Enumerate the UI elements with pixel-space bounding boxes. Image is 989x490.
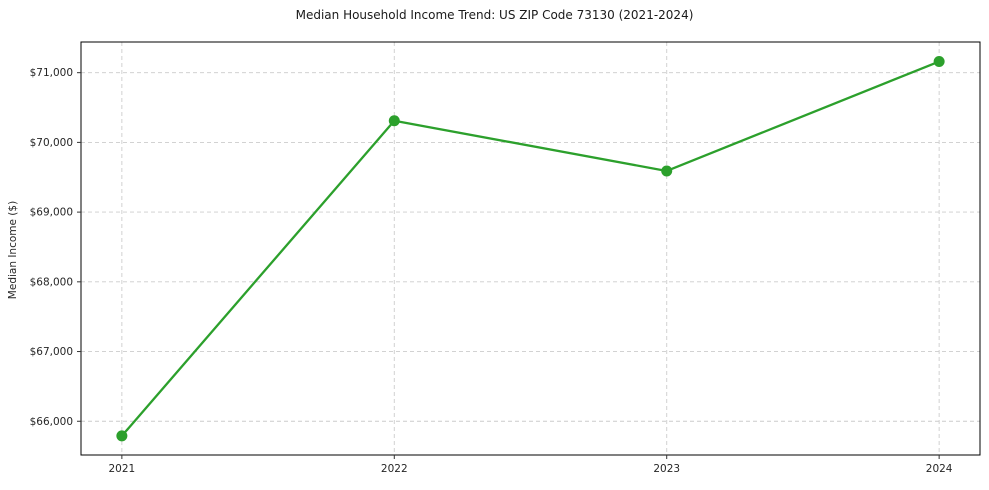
x-tick-label: 2021 (108, 463, 135, 475)
y-tick-label: $67,000 (30, 346, 73, 358)
y-tick-label: $66,000 (30, 416, 73, 428)
data-point (116, 430, 128, 442)
x-tick-label: 2022 (381, 463, 408, 475)
y-tick-label: $71,000 (30, 67, 73, 79)
y-tick-label: $68,000 (30, 276, 73, 288)
data-point (933, 56, 945, 68)
chart-title: Median Household Income Trend: US ZIP Co… (295, 8, 694, 22)
axes-spines (80, 41, 981, 456)
y-tick-label: $70,000 (30, 137, 73, 149)
y-tick-label: $69,000 (30, 207, 73, 219)
data-point (388, 115, 400, 127)
trend-line (120, 60, 941, 438)
x-tick-label: 2024 (926, 463, 953, 475)
x-tick-label: 2023 (653, 463, 680, 475)
data-point (661, 165, 673, 177)
